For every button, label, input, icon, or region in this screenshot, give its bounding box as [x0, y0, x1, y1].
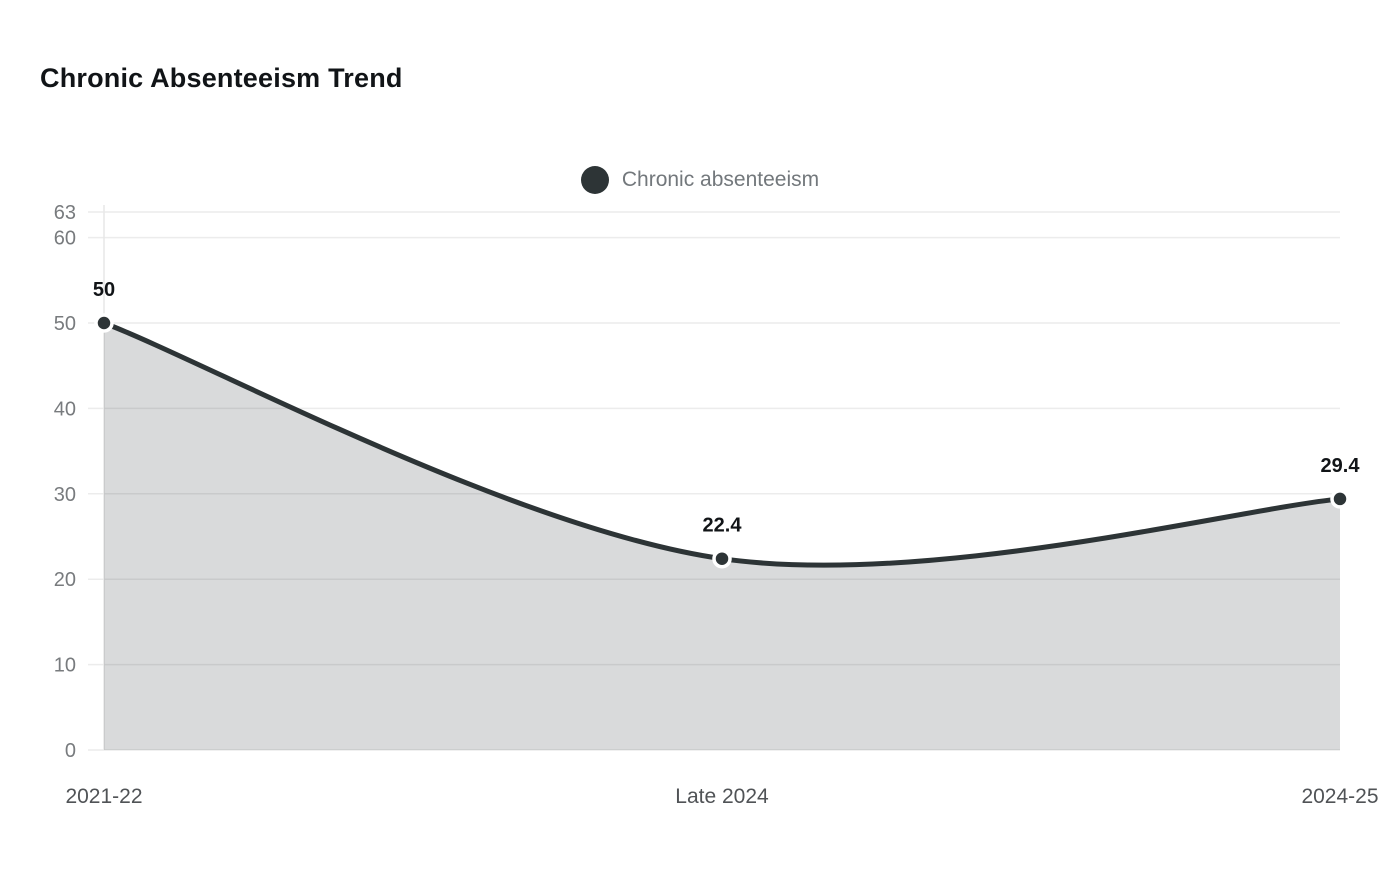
- data-point-label: 22.4: [703, 515, 743, 537]
- y-tick-label: 10: [54, 655, 76, 677]
- data-point-label: 29.4: [1321, 455, 1361, 477]
- y-tick-label: 40: [54, 398, 76, 420]
- x-tick-label: Late 2024: [675, 785, 769, 808]
- y-tick-label: 30: [54, 484, 76, 506]
- chart-title: Chronic Absenteeism Trend: [40, 63, 403, 93]
- data-point-marker[interactable]: [1330, 489, 1350, 509]
- legend-marker-icon: [580, 166, 609, 194]
- y-tick-label: 60: [54, 228, 76, 250]
- x-tick-label: 2021-22: [65, 785, 142, 808]
- y-tick-label: 63: [54, 202, 76, 224]
- data-point-marker[interactable]: [712, 548, 732, 569]
- legend-label: Chronic absenteeism: [621, 168, 820, 191]
- series-area: [104, 323, 1340, 750]
- x-tick-label: 2024-25: [1301, 785, 1378, 808]
- legend-item[interactable]: Chronic absenteeism: [0, 166, 1400, 194]
- y-tick-label: 20: [54, 569, 76, 591]
- y-tick-label: 50: [54, 313, 76, 335]
- data-point-marker[interactable]: [94, 313, 114, 333]
- data-point-label: 50: [93, 279, 115, 301]
- y-tick-label: 0: [65, 740, 76, 762]
